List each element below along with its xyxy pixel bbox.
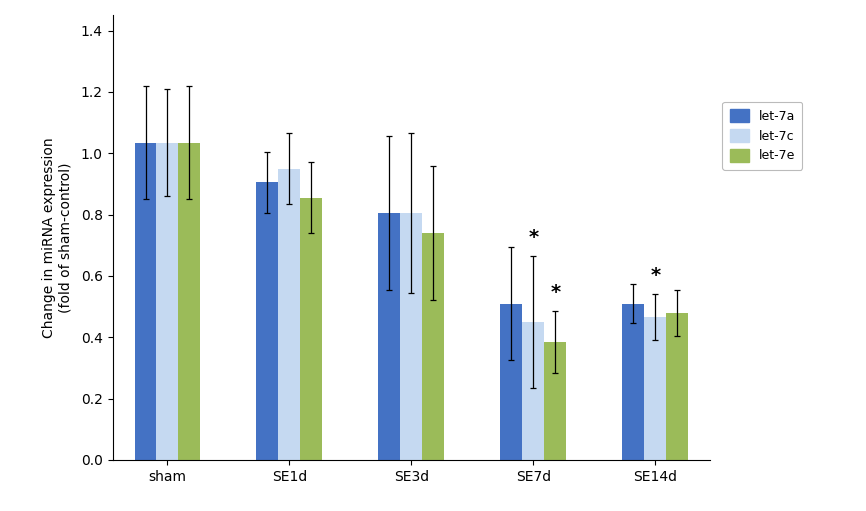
Text: *: * [528,228,539,247]
Bar [134,143,157,460]
Bar [157,143,178,460]
Y-axis label: Change in miRNA expression
(fold of sham-control): Change in miRNA expression (fold of sham… [42,137,73,338]
Bar [256,182,279,460]
Bar [666,313,688,460]
Bar [623,304,644,460]
Bar [400,213,423,460]
Bar [178,143,200,460]
Bar [544,342,566,460]
Legend: let-7a, let-7c, let-7e: let-7a, let-7c, let-7e [722,102,803,170]
Bar [644,317,666,460]
Bar [501,304,522,460]
Bar [522,322,544,460]
Text: *: * [550,283,560,302]
Bar [301,198,322,460]
Bar [378,213,400,460]
Bar [279,169,301,460]
Text: *: * [650,266,660,285]
Bar [423,233,444,460]
